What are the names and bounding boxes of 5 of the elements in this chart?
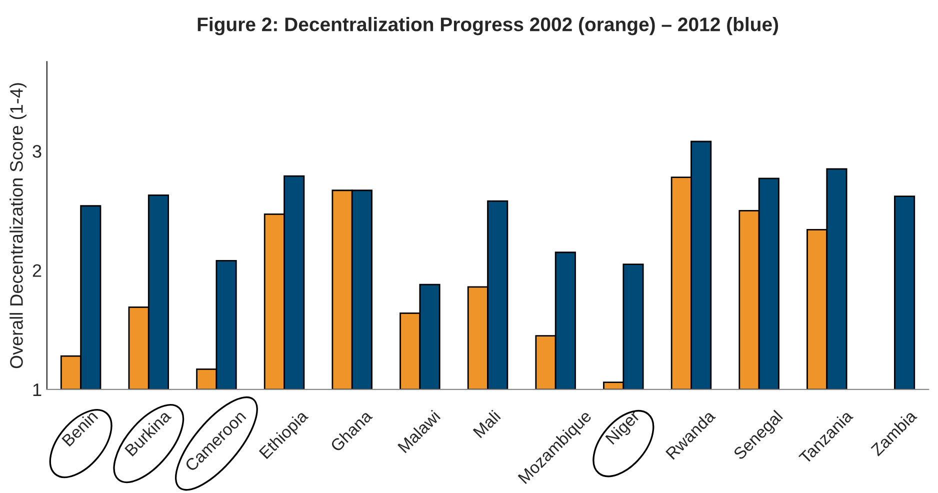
- y-axis-title: Overall Decentralization Score (1-4): [10, 83, 26, 368]
- y-tick-label: 1: [33, 384, 42, 396]
- y-tick-label: 2: [32, 264, 42, 277]
- y-tick-label: 3: [32, 144, 42, 158]
- chart-title: Figure 2: Decentralization Progress 2002 (orange) – 2012 (blue): [198, 16, 778, 36]
